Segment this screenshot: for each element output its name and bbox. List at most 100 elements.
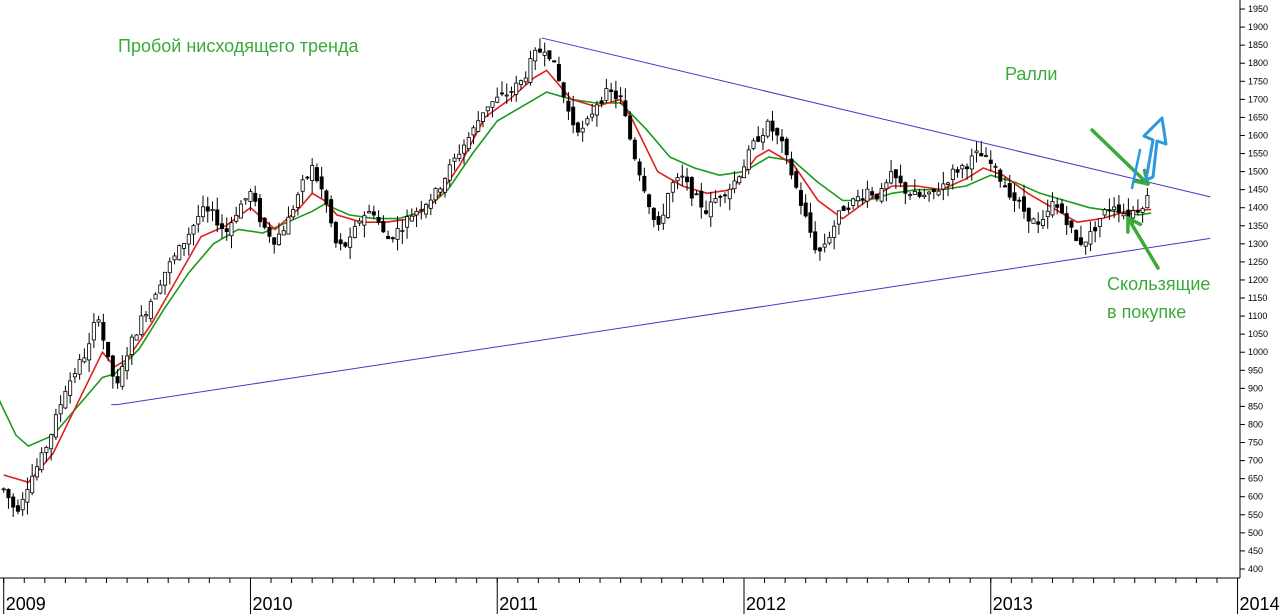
y-tick-label: 600	[1248, 492, 1263, 502]
candle-body	[30, 475, 35, 494]
candle	[680, 164, 685, 186]
candle-body	[713, 198, 718, 203]
candle-body	[243, 198, 248, 201]
candle	[172, 252, 177, 265]
candle-body	[457, 153, 462, 159]
candle	[1093, 221, 1098, 243]
candle-body	[20, 498, 25, 511]
candle	[376, 210, 381, 225]
y-tick-label: 450	[1248, 546, 1263, 556]
candle-body	[770, 120, 775, 132]
candle-body	[775, 128, 780, 136]
candle	[390, 236, 395, 243]
candle	[15, 499, 20, 515]
candles	[1, 38, 1150, 518]
candle-body	[946, 182, 951, 185]
candle	[984, 147, 989, 158]
candle-body	[438, 188, 443, 193]
candle	[666, 192, 671, 220]
candle-body	[884, 182, 889, 190]
candle	[518, 79, 523, 91]
candle	[870, 186, 875, 199]
candle	[144, 311, 149, 323]
y-tick-label: 1400	[1248, 203, 1268, 213]
candle	[689, 176, 694, 207]
candle-body	[855, 196, 860, 202]
y-tick-label: 650	[1248, 474, 1263, 484]
candle-body	[533, 49, 538, 62]
candle	[917, 188, 922, 199]
candle	[927, 190, 932, 202]
candle	[248, 188, 253, 211]
candle-body	[803, 202, 808, 217]
candle-body	[215, 209, 220, 226]
candle-body	[1050, 201, 1055, 216]
candle-body	[314, 167, 319, 182]
candle	[699, 182, 704, 219]
candle-body	[267, 227, 272, 237]
candle-body	[262, 217, 267, 228]
candle	[215, 197, 220, 233]
candle	[647, 193, 652, 215]
candle	[253, 185, 258, 207]
candle-body	[694, 193, 699, 196]
candle-body	[238, 203, 243, 219]
candle-body	[1036, 221, 1041, 225]
candle	[756, 126, 761, 143]
candle-body	[879, 188, 884, 202]
candle-body	[670, 182, 675, 193]
candle	[946, 181, 951, 197]
candle-body	[1045, 210, 1050, 218]
candle-body	[158, 284, 163, 294]
annotation-arrows	[1090, 116, 1168, 270]
candle-body	[1064, 213, 1069, 226]
candle-body	[1026, 207, 1031, 222]
candle-body	[1069, 220, 1074, 228]
candle-body	[623, 100, 628, 117]
candle	[798, 182, 803, 215]
candle	[533, 47, 538, 71]
candle-body	[1021, 196, 1026, 212]
candle-body	[647, 194, 652, 208]
candle	[547, 50, 552, 62]
candle-body	[960, 165, 965, 170]
candle	[618, 87, 623, 105]
candle	[134, 333, 139, 341]
candle	[656, 211, 661, 231]
candle-body	[433, 188, 438, 201]
candle-body	[191, 225, 196, 235]
candle-body	[91, 322, 96, 341]
candle-body	[1116, 204, 1121, 213]
candle	[670, 180, 675, 203]
candle-body	[969, 155, 974, 170]
candle	[1102, 207, 1107, 219]
candle-body	[15, 505, 20, 512]
candle	[737, 175, 742, 186]
candle-body	[305, 176, 310, 179]
candle	[495, 87, 500, 104]
candle-body	[965, 166, 970, 170]
candle	[129, 334, 134, 366]
candle	[338, 233, 343, 251]
candle	[613, 80, 618, 109]
candle	[11, 493, 16, 518]
candle-body	[219, 223, 224, 230]
candle	[480, 112, 485, 128]
candle-body	[134, 334, 139, 341]
candle	[832, 220, 837, 250]
moving-average-label-line2: в покупке	[1107, 302, 1187, 322]
candle	[922, 188, 927, 200]
candle-body	[196, 215, 201, 225]
candle-body	[585, 118, 590, 125]
candle-body	[485, 106, 490, 112]
candle	[637, 158, 642, 182]
candle	[575, 121, 580, 137]
candle-body	[822, 243, 827, 248]
candle	[462, 139, 467, 165]
candle	[386, 230, 391, 240]
candle-body	[466, 137, 471, 150]
candle	[91, 313, 96, 349]
y-tick-label: 1500	[1248, 167, 1268, 177]
candle	[609, 82, 614, 102]
candle-body	[153, 293, 158, 300]
